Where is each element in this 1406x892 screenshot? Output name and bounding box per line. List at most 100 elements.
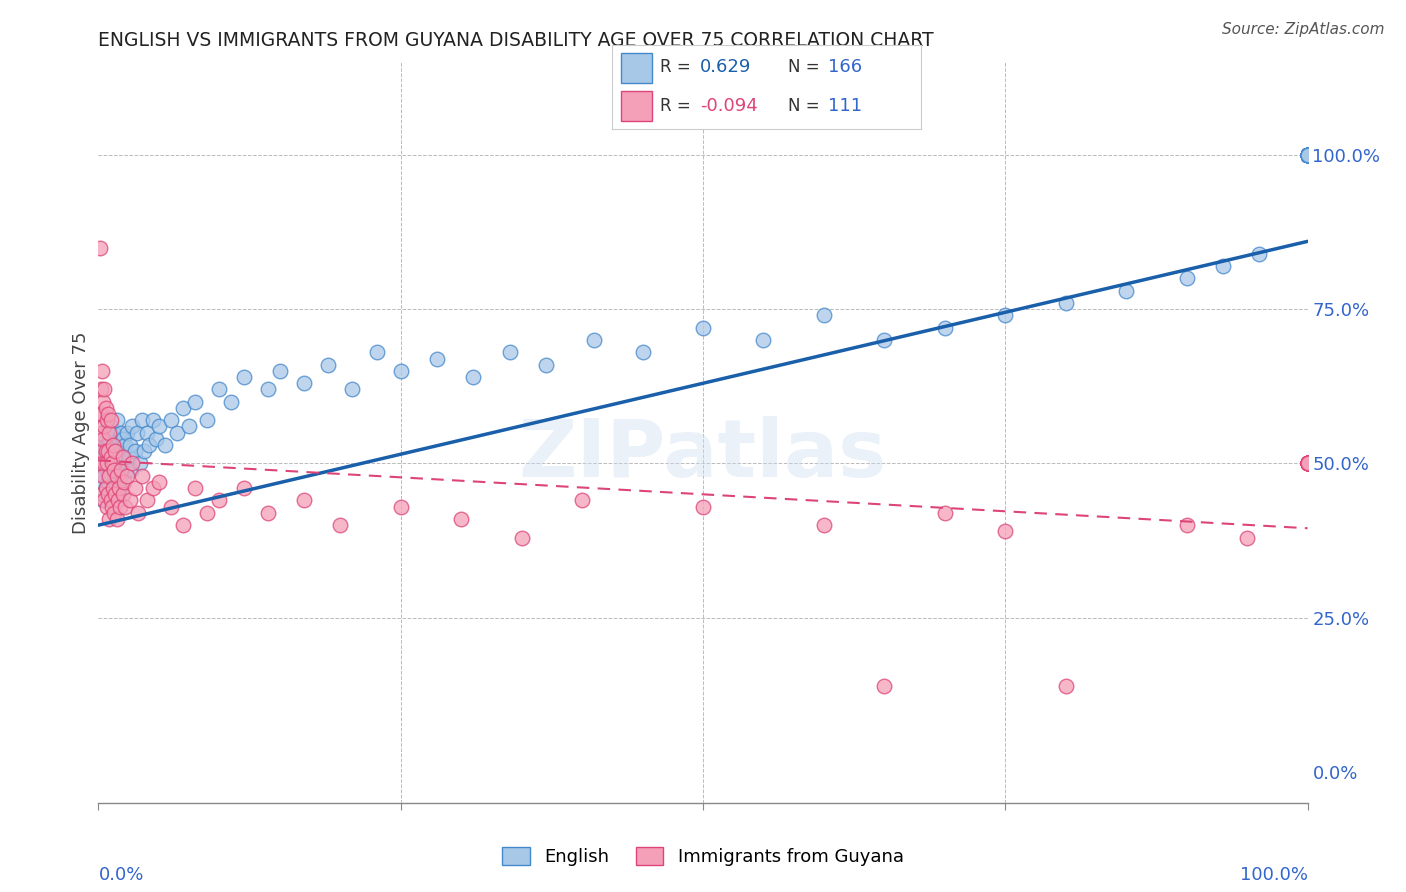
Point <box>142 413 165 427</box>
Point <box>1296 148 1319 162</box>
Point <box>1296 457 1319 471</box>
Point <box>813 309 835 323</box>
Point <box>104 444 127 458</box>
Point <box>121 457 143 471</box>
Point <box>110 468 132 483</box>
Point <box>450 512 472 526</box>
Point <box>534 358 557 372</box>
Point <box>100 493 122 508</box>
Point <box>101 438 124 452</box>
Point <box>1296 148 1319 162</box>
Text: -0.094: -0.094 <box>700 96 758 114</box>
Point <box>1296 148 1319 162</box>
Point <box>91 444 114 458</box>
Point <box>1296 148 1319 162</box>
Point <box>97 407 120 421</box>
Text: R =: R = <box>659 59 690 77</box>
Point <box>1296 148 1319 162</box>
Point <box>89 425 111 440</box>
Point <box>1296 148 1319 162</box>
Point <box>100 450 122 465</box>
Point <box>1296 148 1319 162</box>
Point <box>91 394 114 409</box>
Point <box>1296 148 1319 162</box>
Point <box>97 419 120 434</box>
Point <box>1296 457 1319 471</box>
Point <box>498 345 520 359</box>
Point <box>1296 148 1319 162</box>
Point <box>96 457 118 471</box>
Point <box>426 351 449 366</box>
Point <box>366 345 388 359</box>
Point <box>1296 148 1319 162</box>
Point <box>934 320 956 334</box>
Point <box>93 468 115 483</box>
Point <box>1296 148 1319 162</box>
Point <box>208 493 231 508</box>
Point <box>994 309 1017 323</box>
Point <box>232 481 254 495</box>
Point <box>100 500 122 514</box>
Point <box>148 419 170 434</box>
Point <box>934 506 956 520</box>
Point <box>1296 148 1319 162</box>
Point <box>1296 457 1319 471</box>
Point <box>93 450 115 465</box>
Point <box>631 345 654 359</box>
Point <box>108 444 131 458</box>
Point <box>1296 148 1319 162</box>
Point <box>1296 148 1319 162</box>
Point <box>107 487 129 501</box>
Point <box>91 444 114 458</box>
Point <box>752 333 775 347</box>
Point <box>1296 148 1319 162</box>
Point <box>1296 148 1319 162</box>
Point <box>103 506 125 520</box>
Point <box>1296 457 1319 471</box>
Point <box>100 444 122 458</box>
Point <box>117 468 139 483</box>
Point <box>93 419 115 434</box>
Point <box>1296 148 1319 162</box>
Point <box>1296 457 1319 471</box>
Point <box>873 679 896 693</box>
Point <box>1296 148 1319 162</box>
Point <box>1296 148 1319 162</box>
Bar <box>621 91 652 120</box>
Point <box>1296 457 1319 471</box>
Point <box>1296 457 1319 471</box>
Point <box>1296 148 1319 162</box>
Text: N =: N = <box>787 96 820 114</box>
Point <box>103 425 125 440</box>
Point <box>1296 148 1319 162</box>
Point <box>98 487 121 501</box>
Point <box>96 438 118 452</box>
Point <box>1296 457 1319 471</box>
Point <box>104 481 127 495</box>
Point <box>1296 148 1319 162</box>
Point <box>104 487 127 501</box>
Point <box>131 468 153 483</box>
Point <box>1296 148 1319 162</box>
Point <box>105 468 128 483</box>
Point <box>91 432 114 446</box>
Point <box>1296 148 1319 162</box>
Point <box>112 450 135 465</box>
Point <box>135 425 157 440</box>
Point <box>98 457 121 471</box>
Point <box>118 450 141 465</box>
Point <box>97 487 120 501</box>
Point <box>1296 148 1319 162</box>
Point <box>138 438 160 452</box>
Point <box>1296 148 1319 162</box>
Point <box>96 413 118 427</box>
Point <box>120 462 142 476</box>
Point <box>208 383 231 397</box>
Point <box>1296 148 1319 162</box>
Point <box>1296 148 1319 162</box>
Point <box>114 438 136 452</box>
Point <box>1296 148 1319 162</box>
Point <box>1296 148 1319 162</box>
Point <box>90 383 112 397</box>
Point <box>1296 148 1319 162</box>
